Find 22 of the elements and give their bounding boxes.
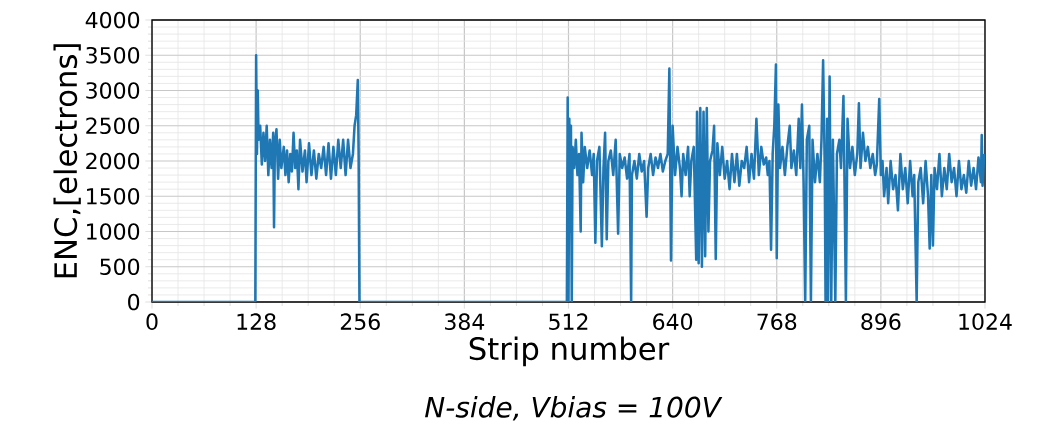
x-tick-label: 256 xyxy=(340,313,380,331)
x-tick-label: 1024 xyxy=(959,313,1012,331)
y-tick-label: 500 xyxy=(100,258,140,276)
line-series xyxy=(152,53,985,302)
x-tick-label: 0 xyxy=(146,313,158,331)
y-axis-title: ENC,[electrons] xyxy=(53,44,81,278)
y-tick-label: 3000 xyxy=(86,82,140,99)
x-tick-label: 512 xyxy=(549,313,588,331)
x-tick-label: 384 xyxy=(445,313,485,331)
x-tick-label: 896 xyxy=(861,313,901,331)
y-tick-label: 3500 xyxy=(86,46,140,64)
x-tick-label: 128 xyxy=(237,313,276,331)
y-tick-label: 4000 xyxy=(85,11,140,29)
y-tick-label: 1500 xyxy=(87,187,140,205)
text: N-side, Vbias = 100V xyxy=(425,396,723,421)
x-tick-label: 640 xyxy=(653,313,693,331)
y-tick-label: 1000 xyxy=(87,223,140,240)
y-tick-label: 0 xyxy=(128,293,140,311)
y-tick-label: 2500 xyxy=(86,117,140,135)
y-tick-label: 2000 xyxy=(86,152,140,170)
x-tick-label: 768 xyxy=(757,313,797,331)
x-axis-title: Strip number xyxy=(469,336,670,367)
